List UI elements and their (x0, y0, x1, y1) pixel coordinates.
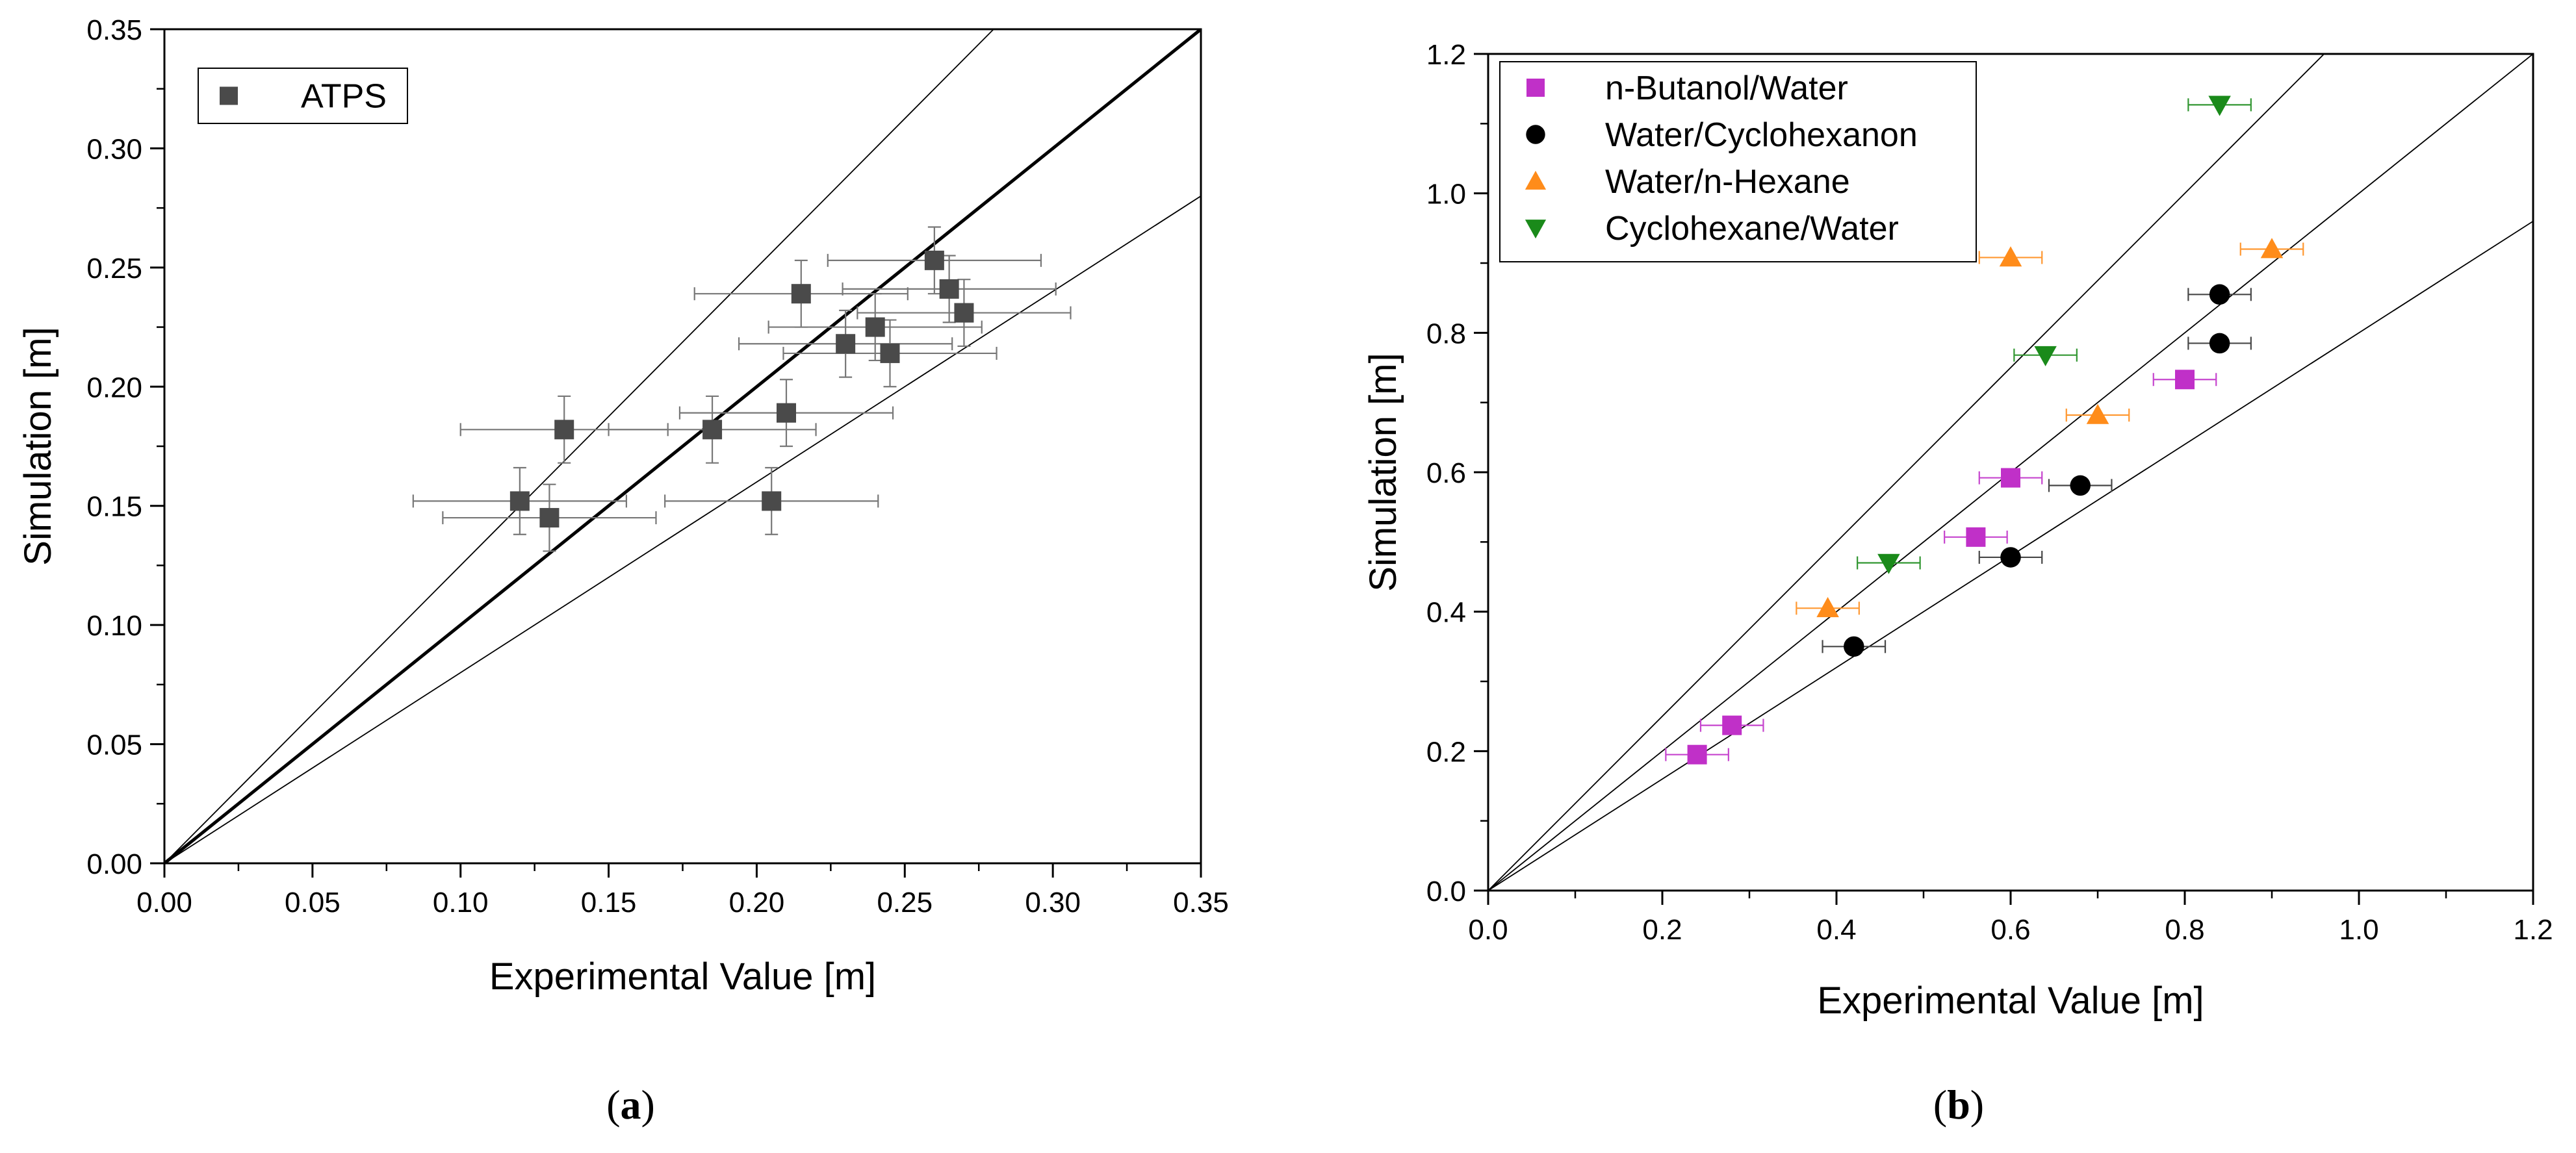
legend-label: Cyclohexane/Water (1605, 210, 1899, 247)
data-point-square (954, 303, 974, 323)
x-tick-label: 0.10 (433, 887, 489, 919)
x-tick-label: 0.15 (581, 887, 637, 919)
y-tick-label: 0.30 (86, 133, 142, 165)
data-point-square (1722, 715, 1742, 735)
data-point-triangle-down (2208, 95, 2231, 116)
y-tick-label: 0.20 (86, 372, 142, 403)
x-tick-label: 0.2 (1642, 914, 1682, 946)
y-tick-label: 0.6 (1426, 457, 1466, 489)
data-point-circle (2070, 475, 2091, 496)
data-point-circle (2000, 547, 2021, 568)
x-tick-label: 0.6 (1990, 914, 2030, 946)
x-tick-label: 0.8 (2165, 914, 2204, 946)
y-tick-label: 0.05 (86, 729, 142, 761)
reference-line-lower-20pct (164, 196, 1201, 863)
legend-box (1499, 61, 1977, 262)
x-tick-label: 0.30 (1025, 887, 1081, 919)
y-tick-label: 0.15 (86, 491, 142, 523)
x-tick-label: 0.00 (136, 887, 192, 919)
y-tick-label: 0.00 (86, 848, 142, 880)
y-tick-label: 1.0 (1426, 179, 1466, 210)
panel-label: (a) (606, 1082, 655, 1128)
data-point-square (509, 491, 530, 511)
data-point-triangle-up (2086, 403, 2109, 424)
legend-label: n-Butanol/Water (1605, 70, 1848, 107)
y-tick-label: 0.4 (1426, 597, 1466, 629)
legend-marker-square (1526, 79, 1545, 97)
y-axis-title: Simulation [m] (1362, 353, 1404, 591)
x-axis-title: Experimental Value [m] (489, 956, 876, 998)
x-tick-label: 1.0 (2339, 914, 2378, 946)
data-point-square (539, 508, 560, 528)
data-point-square (554, 420, 574, 440)
y-tick-label: 0.8 (1426, 318, 1466, 349)
data-point-triangle-up (1816, 597, 1839, 618)
reference-line-upper-line (1488, 54, 2325, 891)
data-point-square (924, 250, 944, 270)
data-point-square (865, 317, 885, 337)
reference-lines (164, 29, 1201, 863)
x-tick-label: 0.25 (877, 887, 933, 919)
legend-marker-triangle-up (1525, 170, 1547, 190)
data-point-triangle-down (2034, 346, 2057, 366)
data-point-square (939, 279, 959, 299)
data-point-square (777, 403, 796, 423)
x-tick-label: 0.4 (1816, 914, 1856, 946)
y-tick-label: 0.2 (1426, 736, 1466, 768)
data-point-square (1687, 744, 1707, 765)
y-tick-label: 0.35 (86, 14, 142, 46)
y-tick-label: 0.25 (86, 253, 142, 285)
x-axis-title: Experimental Value [m] (1817, 980, 2204, 1022)
data-point-triangle-up (1999, 246, 2022, 267)
legend-marker-square (220, 86, 238, 105)
y-tick-label: 0.10 (86, 610, 142, 642)
x-tick-label: 1.2 (2513, 914, 2553, 946)
y-axis-title: Simulation [m] (17, 327, 59, 565)
panel-label: (b) (1933, 1082, 1984, 1128)
data-point-square (2175, 370, 2195, 390)
legend-label: Water/Cyclohexanon (1605, 116, 1918, 154)
data-point-square (702, 420, 723, 440)
x-tick-label: 0.05 (285, 887, 341, 919)
data-point-circle (2209, 284, 2230, 305)
reference-line-parity (164, 29, 1201, 863)
data-point-triangle-up (2260, 238, 2284, 259)
reference-line-upper-20pct (164, 29, 994, 863)
data-point-square (791, 284, 811, 304)
data-point-square (836, 334, 856, 354)
panel-a-chart: 0.00 0.05 0.10 0.15 0.20 0.25 0.30 0.35 0.00 0.05… (17, 14, 1229, 1128)
y-tick-label: 0.0 (1426, 876, 1466, 907)
legend-marker-circle (1526, 125, 1545, 144)
x-tick-label: 0.20 (729, 887, 785, 919)
data-point-triangle-down (1877, 553, 1900, 574)
data-point-square (762, 491, 782, 511)
x-tick-label: 0.0 (1468, 914, 1508, 946)
panel-b-chart: 0.0 0.2 0.4 0.6 0.8 1.0 1.2 0.0 0.2 0.4 0.6 0.8 1.0 1… (1362, 39, 2553, 1128)
y-tick-label: 1.2 (1426, 39, 1466, 71)
data-point-square (2001, 468, 2020, 488)
legend-label: ATPS (301, 78, 387, 116)
data-point-circle (2209, 333, 2230, 354)
legend-marker-triangle-down (1525, 220, 1547, 239)
data-point-square (880, 343, 900, 363)
x-tick-label: 0.35 (1173, 887, 1229, 919)
legend-label: Water/n-Hexane (1605, 163, 1850, 201)
data-point-circle (1844, 636, 1864, 657)
data-point-square (1966, 527, 1986, 547)
